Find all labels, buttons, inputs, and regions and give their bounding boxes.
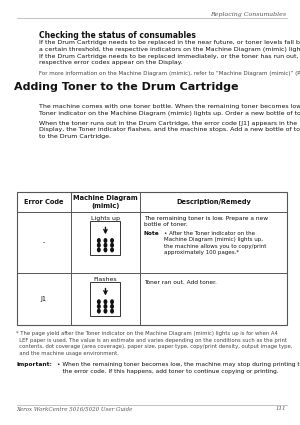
Text: Note: Note — [144, 231, 160, 236]
Text: The remaining toner is low. Prepare a new
bottle of toner.: The remaining toner is low. Prepare a ne… — [144, 216, 268, 227]
Text: Replacing Consumables: Replacing Consumables — [210, 11, 286, 17]
Text: J1: J1 — [40, 296, 46, 302]
Circle shape — [111, 300, 113, 303]
Text: Important:: Important: — [16, 362, 52, 367]
Text: Checking the status of consumables: Checking the status of consumables — [39, 31, 196, 40]
Circle shape — [111, 244, 113, 247]
Circle shape — [98, 300, 100, 303]
Text: Lights up: Lights up — [91, 216, 120, 221]
Text: For more information on the Machine Diagram (mimic), refer to “Machine Diagram (: For more information on the Machine Diag… — [39, 71, 300, 76]
Circle shape — [104, 300, 107, 303]
Circle shape — [111, 248, 113, 252]
Circle shape — [98, 239, 100, 242]
Text: * The page yield after the Toner indicator on the Machine Diagram (mimic) lights: * The page yield after the Toner indicat… — [16, 332, 293, 356]
Circle shape — [98, 244, 100, 247]
Text: Xerox WorkCentre 5016/5020 User Guide: Xerox WorkCentre 5016/5020 User Guide — [16, 406, 133, 411]
Text: Description/Remedy: Description/Remedy — [176, 199, 251, 205]
Circle shape — [104, 309, 107, 313]
Text: • When the remaining toner becomes low, the machine may stop during printing to : • When the remaining toner becomes low, … — [57, 362, 300, 374]
Circle shape — [104, 239, 107, 242]
Bar — [91, 221, 121, 255]
Text: Machine Diagram
(mimic): Machine Diagram (mimic) — [73, 195, 138, 209]
Circle shape — [98, 305, 100, 308]
Text: The machine comes with one toner bottle. When the remaining toner becomes low, t: The machine comes with one toner bottle.… — [39, 104, 300, 116]
Circle shape — [98, 248, 100, 252]
Circle shape — [104, 244, 107, 247]
Bar — [16, 192, 286, 325]
Text: Adding Toner to the Drum Cartridge: Adding Toner to the Drum Cartridge — [14, 82, 238, 92]
Circle shape — [98, 309, 100, 313]
Text: Flashes: Flashes — [94, 277, 117, 282]
Bar — [91, 282, 121, 316]
Text: When the toner runs out in the Drum Cartridge, the error code [J1] appears in th: When the toner runs out in the Drum Cart… — [39, 121, 300, 139]
Text: If the Drum Cartridge needs to be replaced in the near future, or toner levels f: If the Drum Cartridge needs to be replac… — [39, 40, 300, 65]
Circle shape — [104, 248, 107, 252]
Text: • After the Toner indicator on the
Machine Diagram (mimic) lights up,
the machin: • After the Toner indicator on the Machi… — [164, 231, 267, 255]
Circle shape — [111, 309, 113, 313]
Circle shape — [104, 305, 107, 308]
Circle shape — [111, 305, 113, 308]
Text: 111: 111 — [276, 406, 286, 411]
Text: Toner ran out. Add toner.: Toner ran out. Add toner. — [144, 280, 217, 286]
Circle shape — [111, 239, 113, 242]
Text: Error Code: Error Code — [24, 199, 63, 205]
Text: -: - — [42, 239, 45, 245]
